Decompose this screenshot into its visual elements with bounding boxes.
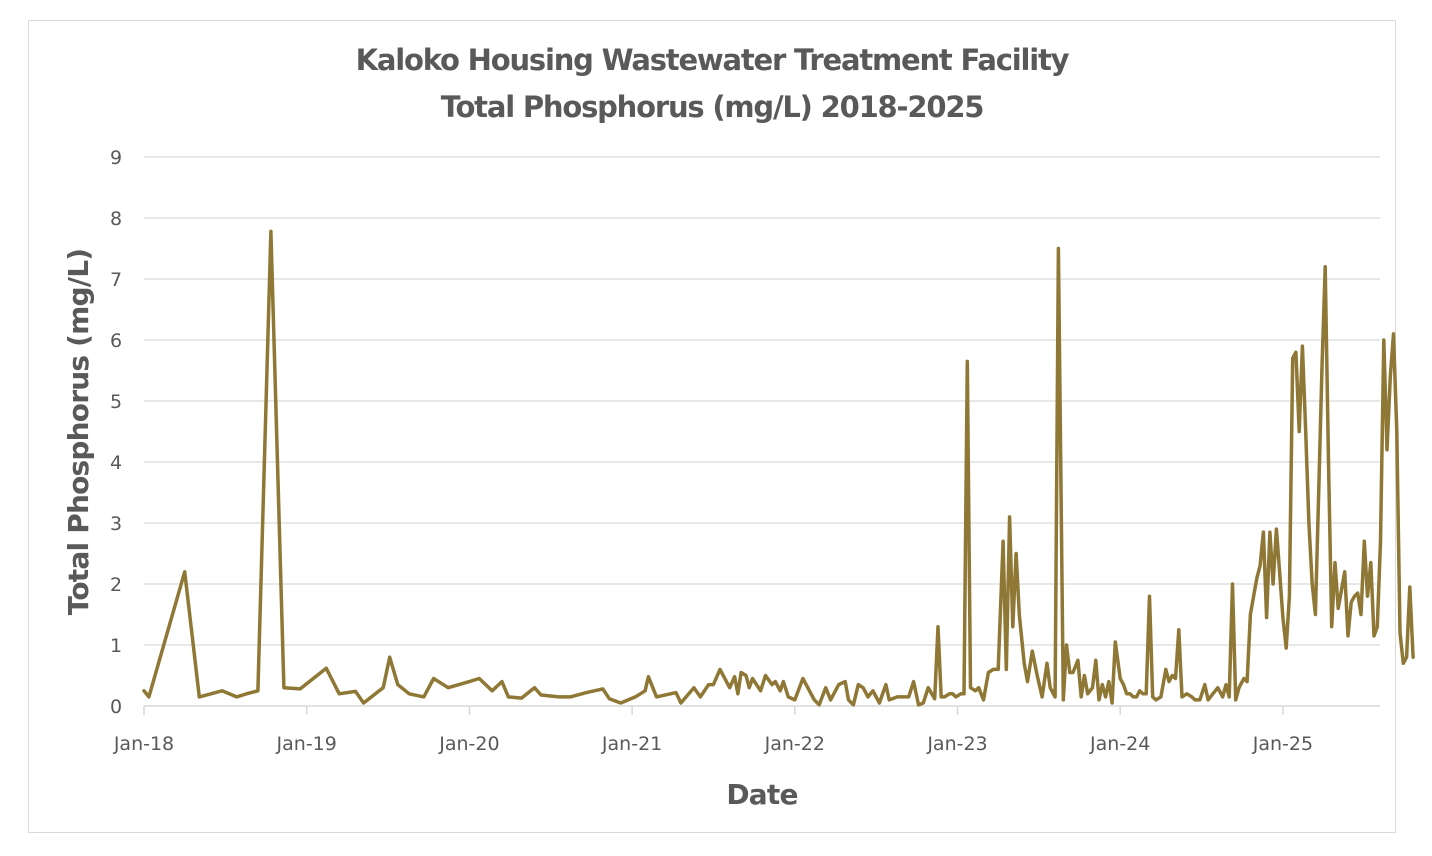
x-tick-label: Jan-24 <box>1089 733 1150 755</box>
x-tick-label: Jan-23 <box>926 733 987 755</box>
y-tick-label: 9 <box>110 147 122 169</box>
y-tick-label: 1 <box>110 635 122 657</box>
y-tick-label: 7 <box>110 269 122 291</box>
x-axis-title: Date <box>726 778 797 811</box>
y-tick-label: 2 <box>110 574 122 596</box>
y-tick-label: 3 <box>110 513 122 535</box>
chart-title-line-2: Total Phosphorus (mg/L) 2018-2025 <box>441 90 984 124</box>
x-tick-label: Jan-19 <box>276 733 337 755</box>
y-tick-label: 8 <box>110 208 122 230</box>
gridlines <box>144 156 1380 646</box>
x-tick-label: Jan-18 <box>113 733 174 755</box>
chart-frame <box>28 20 1396 833</box>
y-axis-title: Total Phosphorus (mg/L) <box>62 249 95 615</box>
data-points <box>143 231 1414 705</box>
y-tick-label: 6 <box>110 330 122 352</box>
y-tick-label: 4 <box>110 452 122 474</box>
x-tick-label: Jan-20 <box>438 733 499 755</box>
y-tick-label: 0 <box>110 696 122 718</box>
x-tick-label: Jan-22 <box>764 733 825 755</box>
x-axis: Jan-18 Jan-19 Jan-20 Jan-21 Jan-22 Jan-23 Jan-… <box>113 705 1380 755</box>
series-line-total-phosphorus <box>142 229 1415 707</box>
y-tick-label: 5 <box>110 391 122 413</box>
series-group <box>142 229 1415 707</box>
chart-title-line-1: Kaloko Housing Wastewater Treatment Faci… <box>356 43 1070 77</box>
y-axis-ticks: 0 1 2 3 4 5 6 7 8 9 <box>110 147 122 718</box>
x-tick-label: Jan-25 <box>1252 733 1313 755</box>
x-tick-label: Jan-21 <box>601 733 662 755</box>
